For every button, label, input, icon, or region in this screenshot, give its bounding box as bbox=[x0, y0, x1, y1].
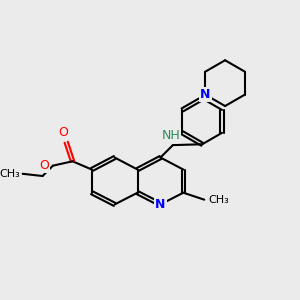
Text: N: N bbox=[200, 88, 210, 101]
Text: NH: NH bbox=[162, 129, 181, 142]
Text: CH₃: CH₃ bbox=[208, 195, 229, 205]
Text: O: O bbox=[58, 126, 68, 140]
Text: N: N bbox=[155, 198, 166, 211]
Text: CH₃: CH₃ bbox=[0, 169, 20, 179]
Text: O: O bbox=[40, 159, 50, 172]
